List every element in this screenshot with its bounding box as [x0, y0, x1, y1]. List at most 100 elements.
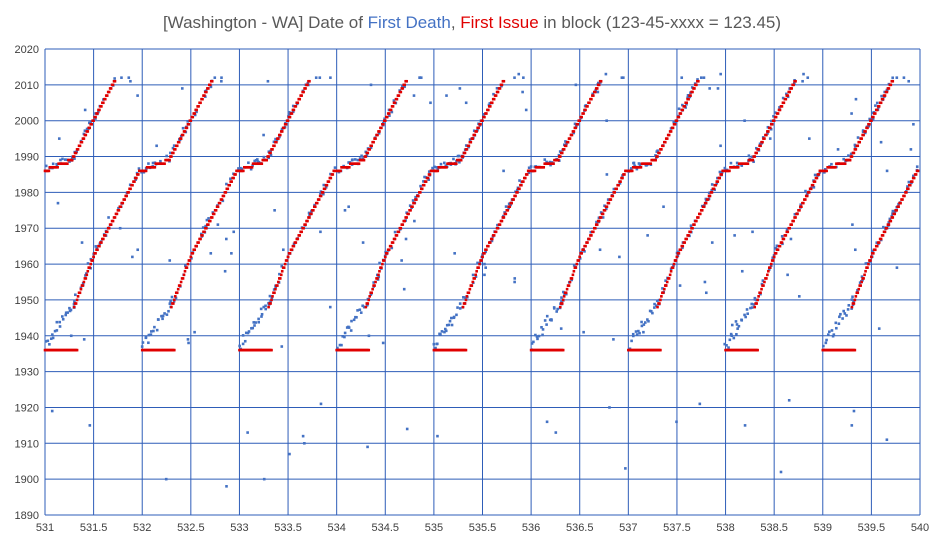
first-death-point: [151, 161, 155, 165]
first-issue-point: [182, 273, 186, 277]
first-death-point: [704, 291, 708, 295]
first-death-point: [852, 409, 856, 413]
first-death-point: [464, 144, 468, 147]
first-issue-point: [561, 298, 565, 302]
first-issue-point: [877, 241, 881, 244]
first-issue-point: [853, 348, 857, 352]
first-issue-point: [459, 158, 463, 162]
first-death-point: [787, 398, 791, 402]
first-death-point: [418, 76, 421, 79]
first-issue-point: [518, 187, 521, 191]
first-death-point: [573, 122, 577, 126]
first-issue-point: [560, 151, 564, 155]
first-death-point: [190, 257, 193, 260]
first-death-point: [291, 104, 295, 108]
first-death-point: [80, 241, 84, 244]
first-death-point: [455, 313, 458, 317]
first-death-point: [637, 329, 640, 333]
first-issue-point: [854, 148, 858, 151]
first-issue-point: [308, 79, 311, 83]
x-tick-label: 534: [327, 522, 345, 534]
first-death-point: [372, 281, 375, 284]
first-issue-point: [693, 223, 696, 226]
first-issue-point: [494, 94, 498, 97]
first-death-point: [572, 131, 575, 135]
first-issue-point: [197, 105, 200, 108]
first-issue-point: [91, 259, 94, 262]
first-issue-point: [492, 234, 496, 237]
first-death-point: [631, 332, 635, 336]
first-issue-point: [685, 237, 688, 241]
first-death-point: [392, 99, 396, 102]
first-issue-point: [695, 219, 698, 223]
first-death-point: [642, 330, 645, 334]
first-death-point: [259, 307, 263, 311]
first-issue-point: [768, 126, 772, 130]
first-issue-point: [191, 115, 195, 119]
first-death-point: [288, 112, 291, 116]
y-tick-label: 1900: [15, 474, 39, 486]
first-death-point: [672, 120, 676, 124]
first-death-point: [527, 171, 531, 175]
first-issue-point: [858, 140, 862, 144]
first-issue-point: [173, 348, 176, 352]
first-issue-point: [854, 295, 858, 298]
first-issue-point: [788, 90, 792, 94]
first-issue-point: [565, 287, 569, 291]
first-issue-point: [138, 169, 142, 173]
first-death-point: [703, 280, 707, 284]
first-issue-point: [592, 230, 595, 234]
first-issue-point: [759, 144, 762, 148]
first-issue-point: [475, 269, 478, 273]
first-death-point: [868, 117, 871, 121]
first-issue-point: [586, 241, 589, 244]
first-issue-point: [687, 97, 690, 101]
first-death-point: [856, 288, 859, 292]
first-issue-point: [790, 223, 793, 226]
first-death-point: [735, 323, 739, 326]
first-death-point: [458, 87, 462, 90]
first-issue-point: [197, 241, 200, 244]
first-death-point: [436, 168, 440, 171]
first-death-point: [685, 103, 688, 106]
first-death-point: [155, 144, 158, 148]
first-death-point: [117, 206, 120, 210]
first-issue-point: [794, 79, 797, 83]
first-issue-point: [234, 173, 237, 176]
first-death-point: [303, 442, 306, 445]
first-death-point: [651, 311, 654, 315]
first-death-point: [677, 107, 681, 111]
first-death-point: [46, 339, 50, 343]
first-issue-point: [891, 79, 895, 83]
first-issue-point: [765, 277, 768, 280]
first-death-point: [495, 86, 499, 90]
first-issue-point: [473, 277, 477, 280]
y-tick-label: 1930: [15, 367, 39, 379]
first-death-point: [137, 167, 141, 170]
first-death-point: [826, 333, 830, 336]
first-issue-point: [81, 284, 85, 287]
first-death-point: [517, 72, 521, 76]
first-issue-point: [916, 169, 920, 173]
first-death-point: [404, 237, 408, 241]
chart-title: [Washington - WA] Date of First Death, F…: [163, 13, 781, 32]
first-issue-point: [296, 237, 300, 241]
first-death-point: [751, 230, 754, 234]
first-issue-point: [485, 248, 488, 252]
first-issue-point: [75, 298, 79, 302]
first-death-point: [69, 334, 73, 338]
first-issue-point: [873, 112, 877, 115]
first-issue-point: [675, 255, 679, 259]
first-death-point: [891, 209, 895, 213]
first-death-point: [243, 339, 247, 343]
first-death-point: [769, 127, 773, 131]
first-death-point: [885, 89, 889, 92]
first-death-point: [193, 113, 197, 117]
first-death-point: [401, 84, 404, 88]
first-issue-point: [413, 201, 416, 205]
first-death-point: [48, 343, 51, 346]
first-death-point: [356, 158, 360, 162]
first-issue-point: [107, 90, 111, 94]
first-issue-point: [362, 158, 366, 162]
first-issue-point: [294, 105, 298, 108]
